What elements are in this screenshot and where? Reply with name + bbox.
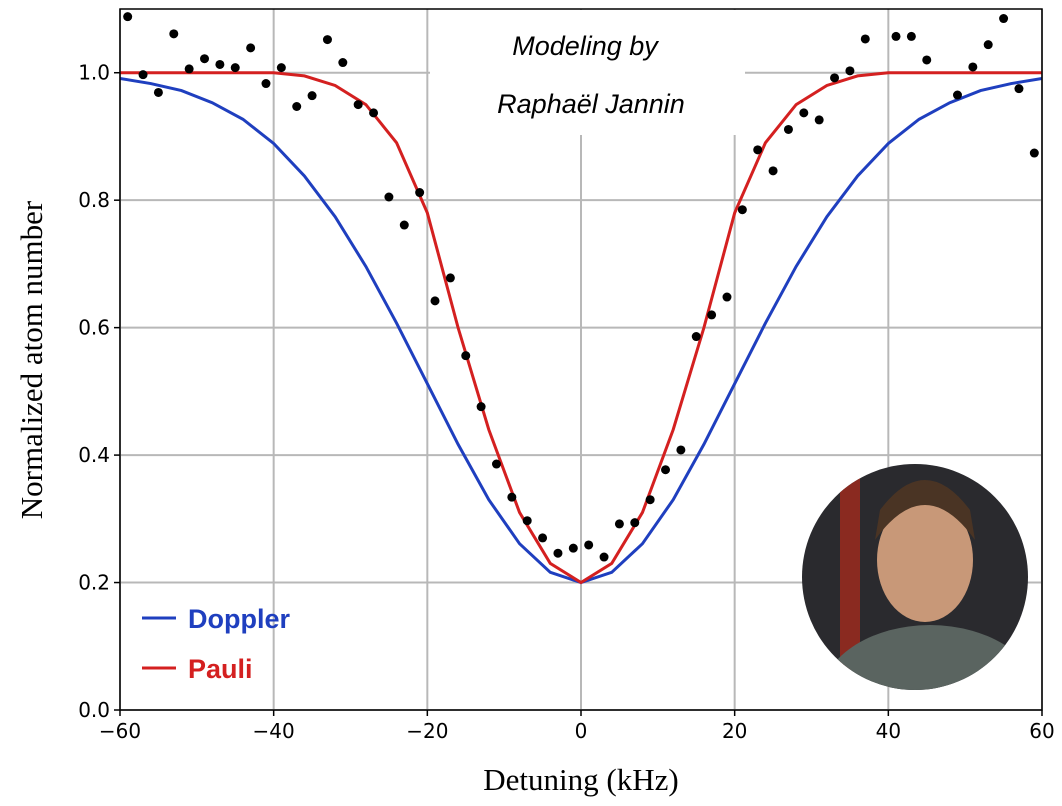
point [384,192,394,202]
point [906,31,916,41]
x-tick-label: −40 [253,719,295,743]
point [415,188,425,198]
point [215,59,225,69]
point [814,115,824,125]
point [799,108,809,118]
point [645,495,655,505]
point [491,459,501,469]
y-tick-label: 0.4 [78,443,110,467]
point [891,31,901,41]
point [691,332,701,342]
point [507,492,517,502]
point [630,518,640,528]
point [430,296,440,306]
point [322,35,332,45]
point [1014,84,1024,94]
point [614,519,624,529]
annotation-box [430,10,745,135]
point [184,64,194,74]
y-tick-label: 1.0 [78,61,110,85]
x-axis-label: Detuning (kHz) [483,762,678,797]
point [307,91,317,101]
point [123,12,133,22]
point [860,34,870,44]
point [369,108,379,118]
point [538,533,548,543]
annotation: Raphaël Jannin [497,89,685,119]
line [120,71,1042,585]
point [599,552,609,562]
point [753,145,763,155]
point [722,292,732,302]
point [661,465,671,475]
point [261,79,271,89]
point [276,63,286,73]
point [153,87,163,97]
point [768,166,778,176]
y-tick-label: 0.0 [78,698,110,722]
legend: Doppler Pauli [142,604,290,684]
y-tick-label: 0.8 [78,188,110,212]
point [522,516,532,526]
point [169,29,179,39]
x-tick-label: −60 [99,719,141,743]
point [1029,148,1039,158]
point [676,445,686,455]
point [999,14,1009,24]
point [952,90,962,100]
point [845,66,855,76]
legend-label: Pauli [188,654,253,684]
point [553,548,563,558]
point [783,124,793,134]
point [445,273,455,283]
point [568,543,578,553]
point [707,310,717,320]
photo [802,464,1028,690]
point [138,70,148,80]
point [830,73,840,83]
x-tick-label: 20 [722,719,747,743]
x-tick-label: −20 [406,719,448,743]
legend-label: Doppler [188,604,290,634]
point [922,55,932,65]
point [983,40,993,50]
x-tick-label: 40 [876,719,901,743]
y-axis-label: Normalized atom number [14,200,49,519]
annotation: Modeling by [512,31,659,61]
x-tick-label: 60 [1029,719,1054,743]
point [200,54,210,64]
point [353,100,363,110]
point [968,62,978,72]
point [737,205,747,215]
point [230,63,240,73]
plot-area [120,12,1042,585]
x-tick-label: 0 [575,719,588,743]
point [461,351,471,361]
point [584,540,594,550]
point [338,58,348,68]
point [399,220,409,230]
point [476,402,486,412]
y-tick-label: 0.6 [78,316,110,340]
y-tick-label: 0.2 [78,571,110,595]
point [246,43,256,53]
point [292,102,302,112]
